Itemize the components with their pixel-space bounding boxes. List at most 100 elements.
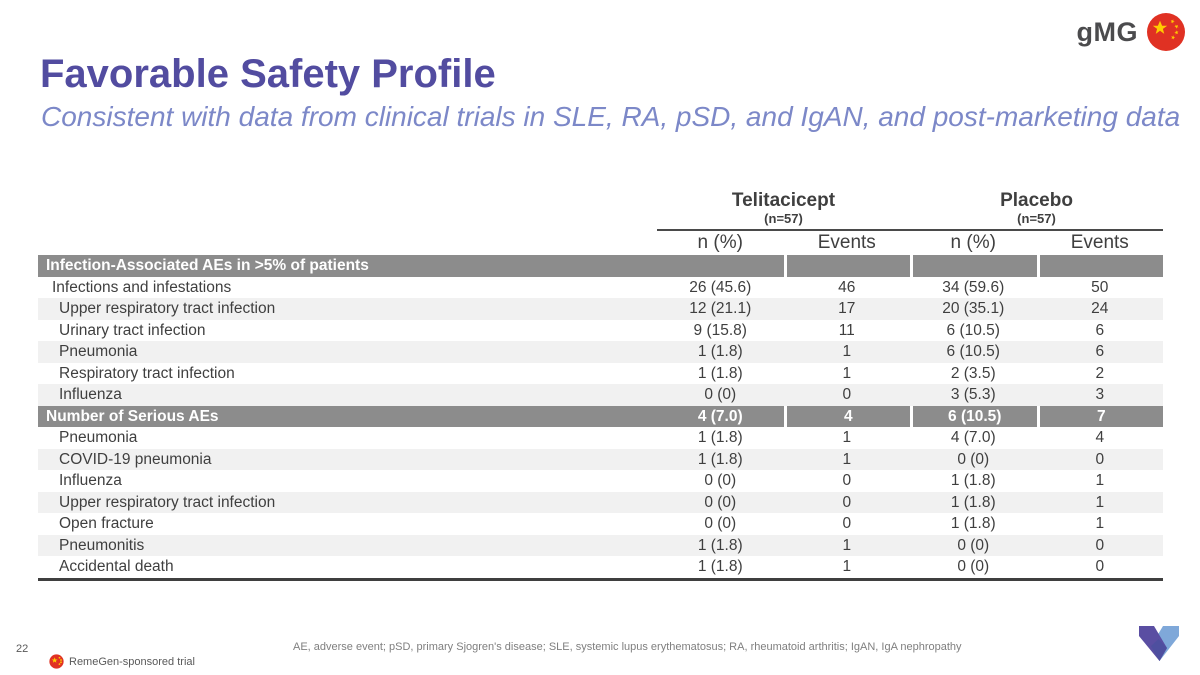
table-body: Infection-Associated AEs in >5% of patie…: [38, 255, 1163, 578]
row-label: Pneumonia: [59, 429, 138, 446]
page-subtitle: Consistent with data from clinical trial…: [41, 101, 1181, 132]
row-label: Influenza: [59, 472, 122, 489]
row-label: Influenza: [59, 386, 122, 403]
row-value: [783, 255, 911, 277]
row-value: 3 (5.3): [950, 386, 996, 403]
row-value: 4 (7.0): [697, 407, 743, 425]
row-value: 7: [1036, 405, 1164, 427]
v-shield-logo-icon: [1139, 626, 1179, 661]
row-label: Pneumonitis: [59, 536, 145, 554]
row-value: 0 (0): [704, 493, 737, 511]
row-value: 9 (15.8): [693, 321, 747, 339]
row-label: Urinary tract infection: [59, 321, 206, 339]
row-label: Upper respiratory tract infection: [59, 300, 276, 317]
group-header-telitacicept: Telitacicept (n=57): [657, 190, 910, 231]
group-header-placebo: Placebo (n=57): [910, 190, 1163, 231]
sponsor-note: RemeGen-sponsored trial: [49, 654, 195, 669]
row-value: 1: [1095, 515, 1105, 532]
table-bottom-rule: [38, 577, 1163, 581]
table-row: Pneumonitis 1 (1.8) 1 0 (0) 0: [38, 534, 1163, 556]
row-label: Respiratory tract infection: [59, 364, 235, 382]
row-value: 0: [1095, 450, 1105, 468]
table-row: Influenza 0 (0) 0 3 (5.3) 3: [38, 384, 1163, 406]
table-section-row: Number of Serious AEs 4 (7.0) 4 6 (10.5) 7: [38, 405, 1164, 427]
row-label: Upper respiratory tract infection: [59, 493, 276, 511]
column-header: Events: [817, 232, 876, 253]
table-row: Open fracture 0 (0) 0 1 (1.8) 1: [38, 513, 1163, 535]
program-label: gMG: [1076, 16, 1138, 47]
safety-table: Telitacicept (n=57) Placebo (n=57) n (%)…: [38, 186, 1163, 581]
row-value: 0: [1095, 558, 1105, 575]
row-value: 0 (0): [704, 472, 737, 489]
row-label: Infections and infestations: [52, 278, 232, 296]
row-value: 12 (21.1): [689, 300, 752, 317]
row-value: 0: [842, 515, 852, 532]
table-row: Respiratory tract infection 1 (1.8) 1 2 (3.…: [38, 363, 1163, 385]
row-value: 26 (45.6): [689, 278, 752, 296]
row-value: 1: [1095, 472, 1105, 489]
table-row: Influenza 0 (0) 0 1 (1.8) 1: [38, 470, 1163, 492]
row-value: 0: [1095, 536, 1105, 554]
table-row: Infections and infestations 26 (45.6) 46 34…: [38, 277, 1163, 299]
row-value: 6 (10.5): [946, 321, 1000, 339]
row-value: 1: [842, 450, 852, 468]
row-value: 24: [1091, 300, 1109, 317]
abbreviations-footnote: AE, adverse event; pSD, primary Sjogren'…: [293, 641, 962, 653]
row-value: 1 (1.8): [950, 472, 996, 489]
row-label: Open fracture: [59, 515, 154, 532]
row-value: 50: [1091, 278, 1109, 296]
row-value: 0 (0): [704, 515, 737, 532]
row-value: 0: [842, 386, 852, 403]
table-group-header-row: Telitacicept (n=57) Placebo (n=57): [38, 186, 1163, 231]
row-value: 1 (1.8): [950, 515, 996, 532]
row-value: 1: [842, 558, 852, 575]
column-header: Events: [1070, 232, 1129, 253]
row-value: 0 (0): [957, 450, 990, 468]
row-value: 1 (1.8): [697, 450, 743, 468]
row-value: 0 (0): [957, 536, 990, 554]
row-value: 0: [842, 472, 852, 489]
table-column-header-row: n (%) Events n (%) Events: [38, 231, 1163, 255]
table-row: COVID-19 pneumonia 1 (1.8) 1 0 (0) 0: [38, 448, 1163, 470]
column-header: n (%): [950, 232, 996, 253]
flag-circle-icon-small: [49, 654, 64, 669]
row-value: 1 (1.8): [697, 558, 743, 575]
row-value: 4: [1095, 429, 1105, 446]
row-value: 0 (0): [957, 558, 990, 575]
table-row: Accidental death 1 (1.8) 1 0 (0) 0: [38, 556, 1163, 578]
row-value: 1 (1.8): [697, 429, 743, 446]
row-value: 6 (10.5): [946, 343, 1000, 360]
row-value: 1 (1.8): [950, 493, 996, 511]
row-label: Accidental death: [59, 558, 174, 575]
row-value: [910, 255, 1037, 277]
table-section-row: Infection-Associated AEs in >5% of patie…: [38, 255, 1163, 277]
flag-circle-icon: [1147, 13, 1185, 51]
row-value: 6 (10.5): [910, 405, 1037, 427]
page-title: Favorable Safety Profile: [40, 52, 496, 96]
row-value: 2 (3.5): [950, 364, 996, 382]
table-row: Urinary tract infection 9 (15.8) 11 6 (10.5…: [38, 320, 1163, 342]
sponsor-text: RemeGen-sponsored trial: [69, 655, 195, 668]
row-value: 46: [838, 278, 856, 296]
column-header: n (%): [697, 232, 743, 253]
row-label: Number of Serious AEs: [46, 407, 219, 425]
row-value: 3: [1095, 386, 1105, 403]
table-row: Pneumonia 1 (1.8) 1 6 (10.5) 6: [38, 341, 1163, 363]
row-value: 20 (35.1): [942, 300, 1005, 317]
group-n-count: (n=57): [764, 211, 803, 226]
row-value: [657, 255, 784, 277]
row-value: 6: [1095, 343, 1105, 360]
row-value: 1: [1095, 493, 1105, 511]
row-value: 1: [842, 364, 852, 382]
row-value: 4: [783, 405, 911, 427]
row-value: 1: [842, 429, 852, 446]
brand-top-right: gMG: [1077, 12, 1187, 52]
row-label: COVID-19 pneumonia: [59, 450, 212, 468]
row-value: 11: [838, 321, 855, 339]
table-row: Upper respiratory tract infection 0 (0) 0 1…: [38, 491, 1163, 513]
row-value: 6: [1095, 321, 1105, 339]
row-value: 1 (1.8): [697, 536, 743, 554]
row-value: 1 (1.8): [697, 343, 743, 360]
table-row: Upper respiratory tract infection 12 (21.…: [38, 298, 1163, 320]
